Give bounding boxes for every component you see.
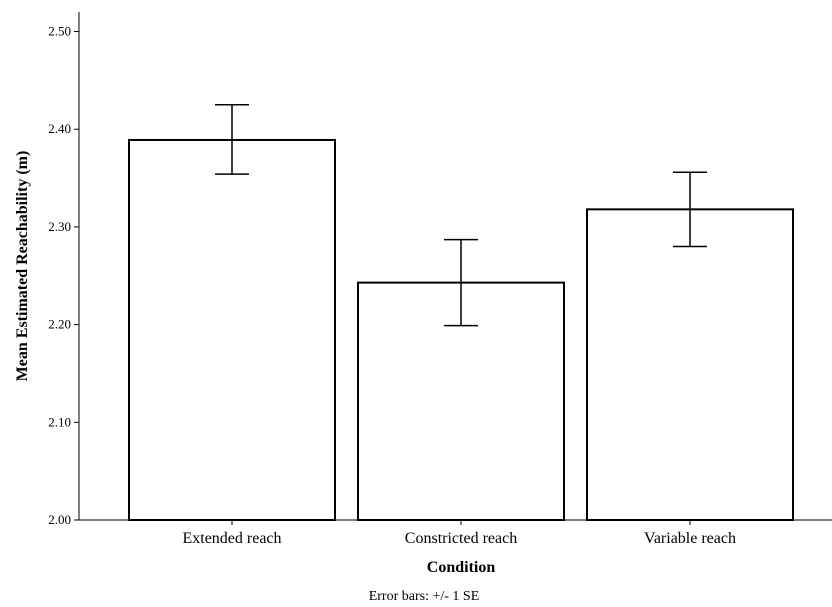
y-tick-label-4: 2.40 — [48, 121, 71, 136]
bar-0 — [128, 138, 336, 521]
y-tick-label-1: 2.10 — [48, 414, 71, 429]
axes-layer — [78, 12, 832, 521]
x-labels-layer: Extended reach Constricted reach Variable … — [182, 520, 736, 547]
y-axis-title: Mean Estimated Reachability (m) — [14, 151, 31, 382]
error-bars-layer — [215, 104, 707, 327]
x-tick-label-0: Extended reach — [182, 530, 281, 547]
x-tick-label-2: Variable reach — [644, 530, 736, 547]
bar-2 — [586, 208, 794, 521]
x-axis-title: Condition — [427, 559, 496, 576]
error-bars-note: Error bars: +/- 1 SE — [369, 589, 480, 604]
y-ticks-layer: 2.00 2.10 2.20 2.30 2.40 2.50 — [48, 24, 79, 527]
y-tick-label-3: 2.30 — [48, 219, 71, 234]
y-tick-label-0: 2.00 — [48, 512, 71, 527]
bars-layer — [128, 138, 794, 521]
y-tick-label-2: 2.20 — [48, 317, 71, 332]
y-tick-label-5: 2.50 — [48, 24, 71, 39]
x-tick-label-1: Constricted reach — [405, 530, 517, 547]
